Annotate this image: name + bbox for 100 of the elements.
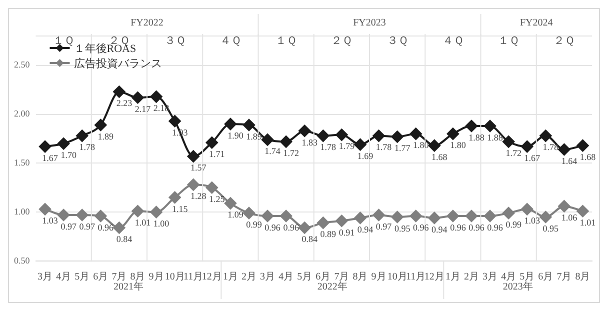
data-label: 1.74	[264, 146, 281, 156]
x-tick-label: 2月	[241, 272, 256, 283]
x-tick-label: 7月	[112, 272, 127, 283]
x-tick-label: 5月	[74, 272, 90, 283]
y-tick-label: 1.00	[14, 206, 30, 216]
data-label: 1.78	[320, 142, 337, 152]
data-label: 1.78	[79, 142, 96, 152]
point	[132, 205, 144, 218]
data-label: 1.78	[376, 142, 392, 152]
text: 2021年	[113, 280, 144, 293]
point	[428, 212, 440, 224]
data-label: 1.15	[172, 204, 188, 214]
x-tick-label: 12月	[424, 272, 444, 283]
data-label: 1.89	[98, 131, 114, 142]
annotation: ２Ｑ	[331, 34, 352, 47]
data-label: 0.96	[468, 222, 485, 232]
data-label: 1.64	[561, 156, 578, 166]
data-label: 1.80	[412, 140, 430, 150]
x-tick-label: 6月	[316, 272, 331, 283]
point	[113, 86, 126, 98]
data-label: 1.68	[580, 152, 596, 162]
data-label: 1.80	[450, 140, 466, 150]
data-label: 0.96	[98, 222, 114, 232]
point	[354, 212, 366, 224]
data-label: 1.71	[209, 148, 225, 159]
data-label: 1.79	[338, 141, 356, 152]
data-label: 1.03	[42, 216, 58, 226]
x-tick-label: 7月	[334, 272, 350, 283]
point	[410, 128, 422, 140]
data-label: 1.67	[42, 152, 58, 163]
data-label: 0.97	[79, 221, 96, 232]
data-label: 1.72	[506, 148, 522, 158]
point	[465, 120, 478, 132]
x-tick-label: 10月	[387, 272, 408, 283]
point	[317, 130, 330, 142]
point	[484, 210, 496, 222]
x-tick-label: 5月	[297, 272, 312, 283]
point	[465, 210, 478, 222]
x-tick-label: 1月	[222, 272, 238, 283]
data-label: 0.91	[338, 227, 355, 238]
x-tick-label: 8月	[130, 272, 146, 283]
point	[280, 210, 292, 222]
x-tick-label: 12月	[202, 272, 222, 283]
point	[262, 134, 274, 146]
point	[94, 119, 107, 132]
y-tick-label: 2.50	[14, 60, 30, 70]
point	[298, 124, 311, 137]
data-label: 1.88	[468, 132, 485, 142]
x-tick-label: 3月	[482, 272, 498, 283]
point	[39, 203, 52, 216]
point	[280, 136, 292, 148]
point	[94, 210, 107, 222]
data-label: 0.96	[412, 222, 430, 232]
text: FY2023	[353, 18, 386, 29]
point	[150, 90, 162, 103]
x-tick-label: 9月	[371, 272, 386, 283]
data-label: 1.06	[561, 212, 578, 223]
x-tick-label: 4月	[278, 272, 294, 283]
y-tick-label: 0.50	[14, 255, 30, 266]
data-label: 1.28	[190, 191, 207, 202]
data-label: 1.25	[209, 194, 226, 204]
point	[224, 118, 236, 130]
annotation: ４Ｑ	[220, 34, 241, 47]
data-label: 2.17	[134, 104, 152, 114]
x-tick-label: 9月	[148, 272, 164, 283]
point	[206, 136, 218, 149]
point	[354, 138, 366, 151]
point	[540, 210, 552, 223]
point	[428, 140, 440, 152]
data-label: 1.69	[357, 150, 374, 161]
annotation: ３Ｑ	[386, 34, 408, 47]
point	[150, 206, 162, 218]
data-label: 0.96	[487, 222, 504, 232]
data-label: 1.03	[524, 216, 540, 226]
point	[206, 182, 218, 194]
point	[168, 115, 181, 128]
data-label: 1.57	[190, 162, 207, 173]
point	[391, 130, 404, 143]
point	[558, 200, 570, 212]
y-tick-label: 1.50	[14, 158, 30, 168]
data-label: 1.01	[580, 217, 596, 228]
point	[521, 203, 534, 216]
x-tick-label: 10月	[164, 272, 185, 283]
x-tick-label: 3月	[260, 272, 276, 283]
point	[58, 209, 70, 222]
point	[372, 130, 385, 142]
point	[576, 205, 589, 218]
point	[76, 209, 88, 222]
text: 2023年	[502, 280, 533, 293]
annotation: ２Ｑ	[554, 34, 575, 47]
point	[502, 136, 515, 148]
x-tick-label: 11月	[406, 272, 426, 283]
data-label: 0.84	[116, 234, 133, 244]
data-label: 0.96	[283, 222, 300, 232]
point	[242, 207, 255, 220]
data-label: 0.84	[302, 234, 318, 244]
point	[242, 119, 255, 132]
data-label: 0.89	[320, 229, 337, 240]
data-label: 1.67	[524, 152, 540, 163]
point	[410, 210, 422, 222]
